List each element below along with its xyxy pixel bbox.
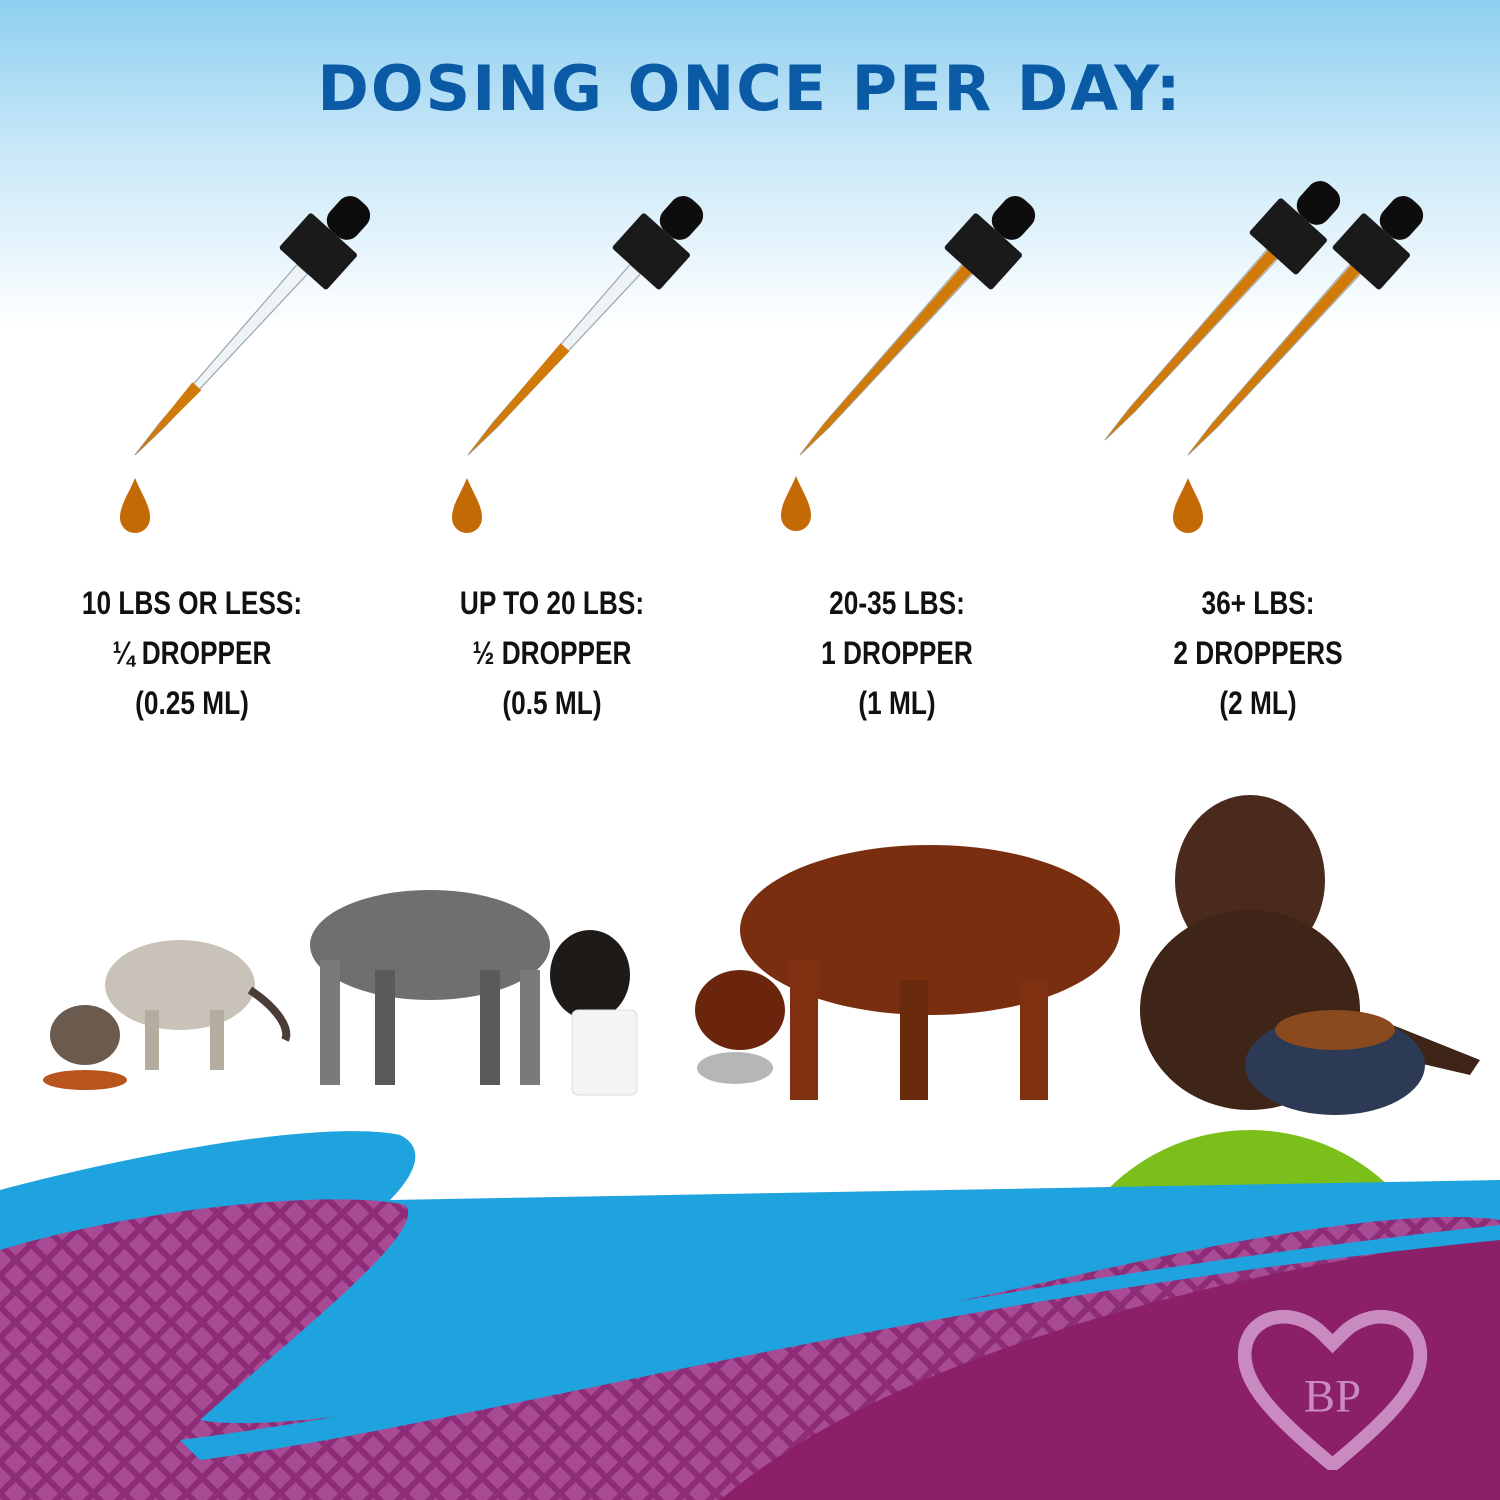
dropper-icon <box>134 196 371 456</box>
setter-dog-eating <box>695 845 1120 1100</box>
logo-monogram: BP <box>1304 1371 1361 1423</box>
oil-drop-icon <box>452 478 482 533</box>
dose-weight: 20-35 LBS: <box>829 585 965 621</box>
dose-36plus-lbs: 36+ LBS: 2 DROPPERS (2 ML) <box>1127 578 1389 728</box>
oil-drops <box>120 476 1203 533</box>
dose-10lbs: 10 LBS OR LESS: ¼ DROPPER (0.25 ML) <box>61 578 323 728</box>
dose-20-35lbs: 20-35 LBS: 1 DROPPER (1 ML) <box>766 578 1028 728</box>
dose-amount: ½ DROPPER <box>472 635 632 671</box>
dose-20lbs: UP TO 20 LBS: ½ DROPPER (0.5 ML) <box>421 578 683 728</box>
dose-volume: (1 ML) <box>858 685 936 721</box>
dose-amount: ¼ DROPPER <box>112 635 272 671</box>
dropper-icon <box>467 196 704 456</box>
dropper-icon <box>799 196 1036 456</box>
dose-volume: (2 ML) <box>1219 685 1297 721</box>
oil-drop-icon <box>120 478 150 533</box>
puppy-drinking <box>310 890 638 1096</box>
cat-bowl <box>43 1070 127 1090</box>
cat-eating <box>43 940 291 1090</box>
page-title: DOSING ONCE PER DAY: <box>317 52 1183 125</box>
dose-weight: UP TO 20 LBS: <box>459 585 645 621</box>
oil-drop-icon <box>1173 478 1203 533</box>
droppers-illustration <box>134 181 1424 456</box>
brand-logo: BP <box>1237 1310 1428 1470</box>
dose-amount: 1 DROPPER <box>821 635 973 671</box>
dose-amount: 2 DROPPERS <box>1173 635 1343 671</box>
labrador-lying <box>1140 795 1480 1115</box>
dose-weight: 36+ LBS: <box>1201 585 1315 621</box>
blue-stripe <box>180 1225 1500 1460</box>
water-fountain <box>571 1009 638 1096</box>
steel-bowl <box>697 1052 773 1084</box>
oil-drop-icon <box>781 476 811 531</box>
dose-volume: (0.5 ML) <box>502 685 602 721</box>
dropper-icon <box>1187 196 1424 456</box>
dose-weight: 10 LBS OR LESS: <box>81 585 303 621</box>
dose-volume: (0.25 ML) <box>135 685 249 721</box>
dropper-icon <box>1104 181 1341 441</box>
